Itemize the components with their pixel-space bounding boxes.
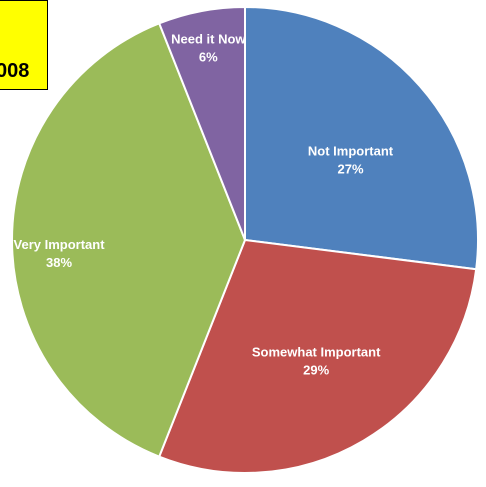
year-banner: 008 (0, 0, 48, 90)
slice-label-percent: 38% (46, 255, 72, 270)
year-label: 008 (0, 60, 30, 82)
pie-slice-not-important (244, 5, 479, 271)
pie-slices (11, 5, 479, 474)
slice-label-category: Somewhat Important (252, 344, 381, 359)
pie-slice-very-important (11, 22, 247, 458)
slice-label-category: Very Important (14, 237, 106, 252)
slice-label-percent: 27% (337, 161, 363, 176)
pie-slice-need-it-now (157, 5, 246, 241)
slice-label-category: Not Important (308, 143, 394, 158)
slice-label-percent: 6% (199, 50, 218, 65)
pie-slice-somewhat-important (157, 238, 478, 474)
pie-labels: Not Important 27% Somewhat Important 29% Ver… (14, 32, 394, 378)
slice-label-percent: 29% (303, 362, 329, 377)
slice-label-category: Need it Now (171, 32, 246, 47)
